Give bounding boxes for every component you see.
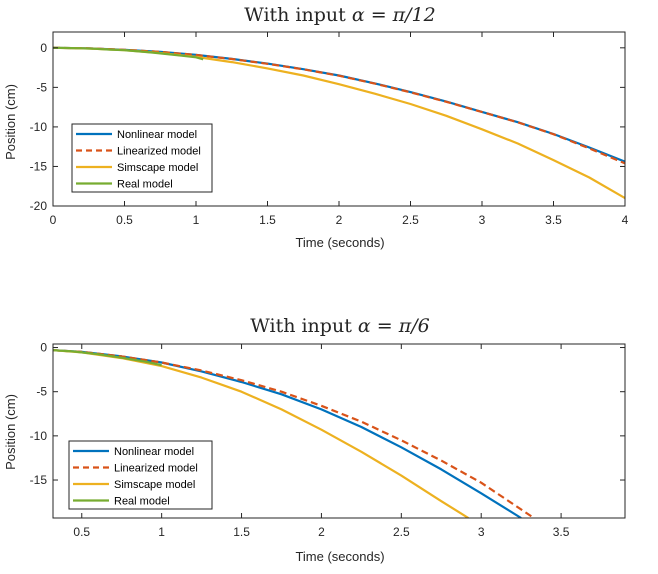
legend-label-bottom: Real model [114, 496, 170, 508]
y-axis-label-top: Position (cm) [3, 84, 18, 160]
x-tick-label-bottom: 2.5 [393, 525, 410, 539]
x-tick-label-top: 4 [622, 213, 629, 227]
legend-label-top: Real model [117, 179, 173, 191]
y-tick-label-top: -10 [30, 120, 48, 134]
y-tick-label-bottom: -5 [36, 385, 47, 399]
plot-area-bottom [53, 349, 535, 518]
axes-box-bottom [52, 343, 626, 519]
x-tick-label-top: 2.5 [402, 213, 419, 227]
series-line-linearized-model-top [53, 46, 625, 165]
chart-title-bottom: With input α = π/6 [250, 315, 429, 337]
legend-label-top: Linearized model [117, 146, 201, 158]
y-tick-label-top: 0 [40, 41, 47, 55]
chart-top: With input α = π/12 Time (seconds) Posit… [3, 4, 629, 250]
x-axis-label-bottom: Time (seconds) [295, 549, 384, 564]
legend-label-top: Simscape model [117, 162, 198, 174]
x-tick-label-bottom: 2 [318, 525, 325, 539]
x-tick-label-bottom: 3.5 [553, 525, 570, 539]
y-tick-label-bottom: -10 [30, 429, 48, 443]
x-tick-label-bottom: 3 [478, 525, 485, 539]
x-tick-label-bottom: 1 [158, 525, 165, 539]
x-tick-label-top: 2 [336, 213, 343, 227]
y-tick-label-top: -20 [30, 199, 48, 213]
legend-box-top [71, 123, 213, 193]
y-tick-label-bottom: -15 [30, 473, 48, 487]
x-tick-label-top: 3.5 [545, 213, 562, 227]
x-tick-label-bottom: 1.5 [233, 525, 250, 539]
chart-title-top: With input α = π/12 [244, 4, 435, 26]
legend-box-bottom [68, 440, 213, 510]
x-axis-label-top: Time (seconds) [295, 235, 384, 250]
x-tick-label-top: 0 [50, 213, 57, 227]
chart-bottom: With input α = π/6 Time (seconds) Positi… [3, 315, 626, 564]
plot-area-top [53, 46, 625, 200]
legend-label-bottom: Simscape model [114, 479, 195, 491]
x-tick-label-top: 3 [479, 213, 486, 227]
legend-bottom: Nonlinear model Linearized model Simscape … [68, 440, 213, 510]
series-line-linearized-model-bottom [53, 349, 535, 518]
legend-label-top: Nonlinear model [117, 129, 197, 141]
x-tick-label-bottom: 0.5 [73, 525, 90, 539]
chart-title-top-prefix: With input [244, 4, 352, 26]
chart-title-bottom-math: α = π/6 [358, 315, 430, 337]
x-tick-label-top: 1.5 [259, 213, 276, 227]
legend-top: Nonlinear model Linearized model Simscape … [71, 123, 213, 193]
chart-title-bottom-prefix: With input [250, 315, 358, 337]
series-line-real-model-top [53, 46, 204, 61]
y-tick-label-bottom: 0 [40, 341, 47, 355]
legend-label-bottom: Nonlinear model [114, 446, 194, 458]
legend-label-bottom: Linearized model [114, 463, 198, 475]
chart-title-top-math: α = π/12 [352, 4, 436, 26]
y-axis-label-bottom: Position (cm) [3, 394, 18, 470]
y-tick-label-top: -5 [36, 80, 47, 94]
series-line-real-model-bottom [53, 349, 162, 367]
x-tick-label-top: 1 [193, 213, 200, 227]
y-tick-label-top: -15 [30, 159, 48, 173]
x-tick-label-top: 0.5 [116, 213, 133, 227]
